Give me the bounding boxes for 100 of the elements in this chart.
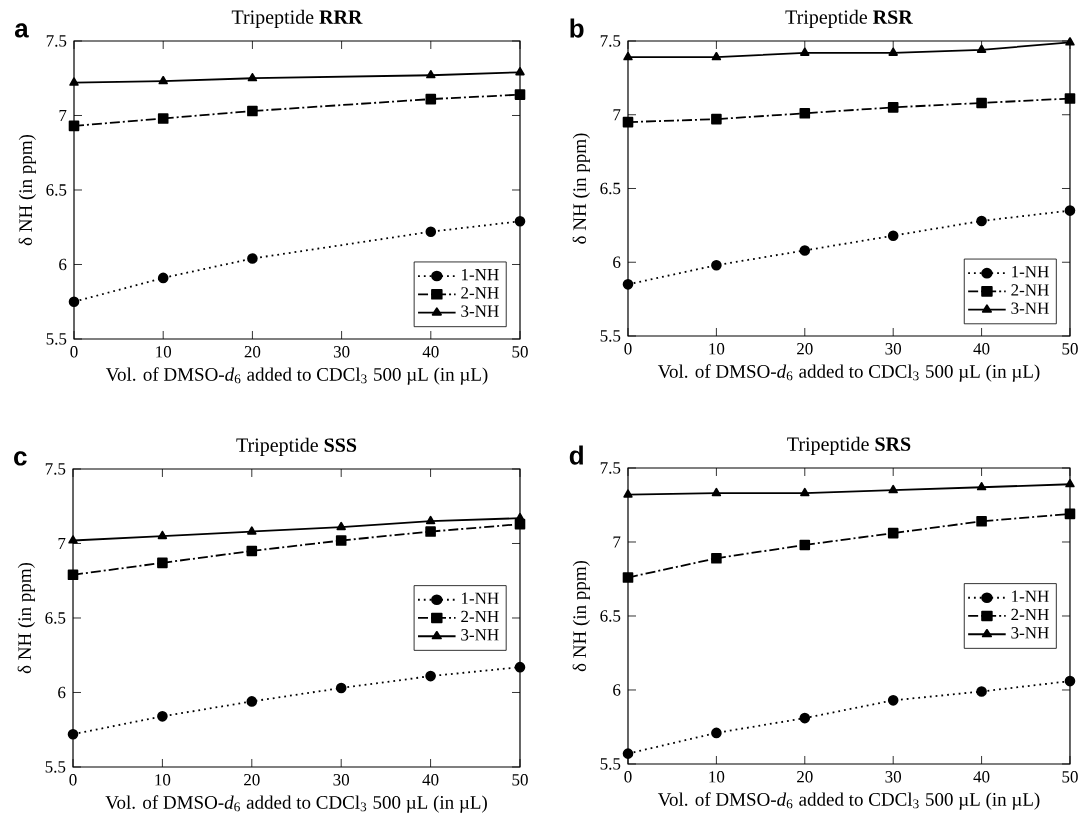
point [514, 661, 526, 673]
point [800, 487, 810, 497]
point [425, 226, 437, 238]
point [426, 69, 436, 79]
chart-title: Tripeptide SSS [236, 437, 357, 456]
y-tick-label: 6 [613, 684, 621, 696]
legend-label: 2-NH [1011, 608, 1049, 621]
point [246, 545, 258, 557]
point [68, 535, 78, 544]
legend-label: 2-NH [461, 287, 499, 299]
point [247, 72, 258, 82]
point [622, 748, 634, 759]
point [799, 539, 811, 551]
point [246, 696, 258, 707]
y-tick-label: 6.5 [600, 610, 621, 622]
legend-label: 1-NH [462, 268, 499, 281]
x-tick-label: 0 [70, 346, 78, 358]
point [158, 75, 168, 85]
x-tick-label: 0 [624, 771, 632, 783]
x-tick-label: 50 [512, 346, 528, 358]
y-axis-title: δ NH (in ppm) [17, 562, 35, 674]
chart-title: Tripeptide SRS [787, 436, 911, 455]
point [623, 489, 633, 498]
point [68, 296, 80, 308]
point [800, 47, 810, 56]
point [157, 272, 169, 284]
point [157, 113, 169, 124]
x-tick-label: 20 [797, 343, 813, 355]
point [711, 552, 722, 564]
x-tick-label: 40 [422, 774, 439, 786]
point [1064, 508, 1076, 520]
y-tick-label: 5.5 [600, 758, 621, 770]
legend-label: 3-NH [461, 629, 499, 641]
y-tick-label: 7 [59, 109, 67, 122]
x-tick-label: 40 [973, 771, 990, 783]
y-tick-label: 6.5 [600, 182, 621, 195]
point [711, 727, 722, 739]
point [69, 77, 79, 86]
point [425, 526, 436, 537]
point [425, 670, 436, 682]
point [1065, 37, 1075, 46]
legend-label: 3-NH [461, 305, 499, 317]
point [711, 113, 722, 125]
x-tick-label: 30 [885, 771, 902, 783]
y-tick-label: 6 [613, 256, 621, 268]
point [514, 89, 526, 100]
point [976, 515, 987, 527]
point [157, 557, 168, 569]
y-tick-label: 7.5 [45, 463, 66, 475]
point [514, 215, 526, 227]
x-tick-label: 20 [244, 346, 261, 358]
point [425, 93, 437, 105]
point [711, 487, 722, 497]
legend-label: 2-NH [1011, 284, 1049, 296]
y-tick-label: 6.5 [45, 612, 66, 624]
y-axis-title: δ NH (in ppm) [18, 134, 36, 246]
y-tick-label: 7 [58, 537, 66, 550]
point [887, 695, 899, 706]
text: a [14, 23, 29, 38]
point [799, 245, 811, 256]
point [799, 107, 811, 119]
point [887, 102, 899, 113]
x-axis-title: Vol. of DMSO-d$_{6}$ added to CDCl$_{3}$ 500 µL (in µL) [657, 364, 1040, 382]
y-tick-label: 7 [613, 536, 621, 548]
text: b [570, 18, 584, 38]
y-tick-label: 6.5 [46, 184, 67, 196]
point [799, 712, 811, 724]
x-tick-label: 50 [1062, 771, 1078, 783]
chart-title: Tripeptide RSR [785, 9, 913, 28]
point [622, 279, 634, 290]
point [247, 526, 257, 535]
y-tick-label: 6 [59, 258, 67, 271]
point [1064, 205, 1076, 216]
point [425, 515, 436, 525]
point [67, 569, 79, 581]
legend-label: 1-NH [1012, 266, 1049, 278]
point [711, 259, 722, 271]
point [976, 44, 987, 53]
y-tick-label: 7.5 [600, 462, 621, 474]
legend-label: 1-NH [1012, 590, 1049, 602]
y-tick-label: 5.5 [600, 330, 621, 342]
chart-title: Tripeptide RRR [231, 9, 363, 28]
x-tick-label: 20 [797, 771, 813, 783]
point [336, 521, 346, 531]
point [976, 97, 987, 109]
text: c [14, 451, 27, 466]
point [247, 105, 258, 117]
point [157, 530, 168, 540]
x-axis-title: Vol. of DMSO-d$_{6}$ added to CDCl$_{3}$ 500 µL (in µL) [657, 792, 1040, 810]
point [1064, 93, 1076, 104]
point [1064, 675, 1076, 687]
x-tick-label: 10 [709, 343, 725, 355]
x-tick-label: 40 [422, 346, 439, 358]
point [157, 711, 168, 722]
x-tick-label: 20 [244, 774, 260, 786]
point [622, 116, 634, 128]
x-tick-label: 10 [155, 774, 171, 786]
text: d [569, 445, 583, 465]
point [888, 47, 898, 56]
x-tick-label: 30 [333, 346, 350, 358]
